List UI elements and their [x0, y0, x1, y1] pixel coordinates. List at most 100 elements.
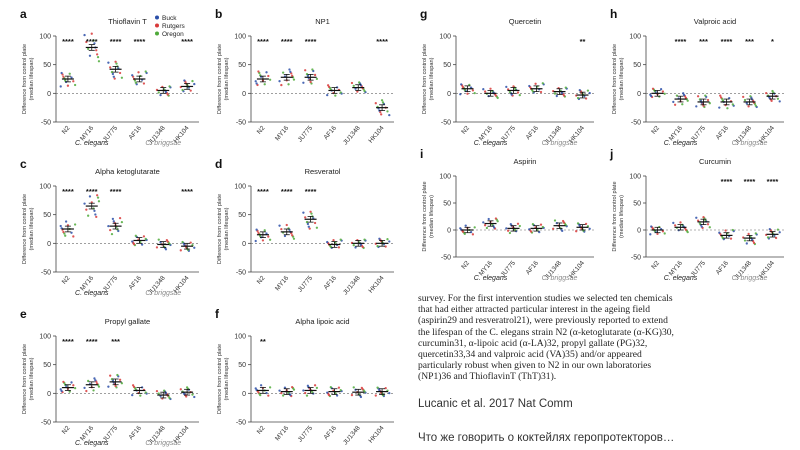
group-label-elegans: C. elegans — [664, 140, 698, 147]
replicate-point — [114, 60, 117, 63]
replicate-point — [193, 395, 196, 399]
replicate-point — [309, 80, 312, 84]
y-axis-label: Difference from control plate — [422, 44, 428, 114]
replicate-point — [374, 394, 377, 397]
y-axis-label: Difference from control plate — [612, 44, 618, 114]
replicate-point — [267, 74, 270, 78]
panel-b: b NP1 Difference from control plate (median… — [215, 6, 400, 146]
replicate-point — [663, 232, 666, 235]
replicate-point — [649, 233, 652, 236]
replicate-point — [561, 229, 564, 233]
replicate-point — [315, 77, 319, 80]
replicate-point — [140, 243, 144, 246]
replicate-point — [310, 212, 313, 215]
replicate-point — [83, 386, 86, 390]
panel-f-chart: f Alpha lipoic acid Difference from contro… — [215, 307, 394, 446]
replicate-point — [718, 106, 721, 109]
replicate-point — [88, 54, 92, 57]
replicate-point — [307, 225, 310, 228]
replicate-point — [112, 75, 115, 78]
y-tick-label: 50 — [43, 212, 51, 219]
replicate-point — [682, 92, 685, 95]
replicate-point — [588, 91, 591, 95]
replicate-point — [376, 386, 379, 389]
replicate-point — [356, 90, 359, 93]
replicate-point — [66, 84, 70, 87]
legend-marker — [155, 31, 159, 36]
replicate-point — [110, 70, 114, 74]
y-tick-label: -50 — [441, 120, 451, 127]
y-axis-label: (median lifespan) — [224, 57, 230, 100]
replicate-point — [708, 226, 711, 229]
panel-title: Resveratol — [305, 167, 341, 176]
significance-label: **** — [110, 187, 122, 196]
panel-title: Alpha ketoglutarate — [95, 167, 160, 176]
replicate-point — [538, 230, 541, 234]
replicate-point — [109, 228, 112, 232]
y-tick-label: -50 — [441, 255, 451, 262]
replicate-point — [745, 242, 748, 245]
y-tick-label: 50 — [633, 201, 641, 208]
replicate-point — [163, 389, 166, 392]
replicate-point — [729, 237, 733, 240]
y-tick-label: 0 — [47, 91, 51, 98]
y-tick-label: 0 — [242, 391, 246, 398]
replicate-point — [326, 240, 329, 244]
x-tick-label: MY16 — [274, 424, 291, 442]
x-tick-label: N2 — [256, 424, 267, 435]
replicate-point — [73, 83, 77, 87]
replicate-point — [698, 98, 702, 101]
replicate-point — [189, 241, 192, 244]
group-label-elegans: C. elegans — [75, 140, 109, 147]
y-tick-label: 100 — [234, 34, 246, 41]
replicate-point — [326, 391, 329, 394]
group-label-elegans: C. elegans — [474, 275, 508, 282]
replicate-point — [116, 373, 119, 377]
paper-line: curcumin31, α-lipoic acid (α-LA)32, prop… — [418, 337, 648, 349]
replicate-point — [698, 222, 702, 225]
replicate-point — [285, 223, 288, 227]
replicate-point — [255, 228, 258, 231]
replicate-point — [695, 105, 698, 108]
replicate-point — [482, 88, 485, 91]
replicate-point — [157, 392, 160, 395]
replicate-point — [650, 225, 653, 228]
x-tick-label: AF16 — [525, 124, 541, 141]
replicate-point — [118, 216, 122, 220]
replicate-point — [588, 227, 591, 230]
replicate-point — [107, 385, 110, 388]
replicate-point — [263, 83, 266, 86]
replicate-point — [743, 239, 747, 242]
x-tick-label: AF16 — [525, 259, 541, 276]
replicate-point — [83, 202, 86, 205]
replicate-point — [327, 85, 331, 89]
replicate-point — [778, 100, 781, 103]
significance-label: **** — [257, 37, 269, 46]
replicate-point — [506, 229, 510, 232]
replicate-point — [280, 227, 283, 231]
replicate-point — [265, 391, 268, 395]
replicate-point — [378, 388, 381, 392]
replicate-point — [539, 90, 543, 94]
replicate-point — [743, 98, 747, 102]
replicate-point — [134, 81, 137, 84]
replicate-point — [529, 230, 533, 233]
replicate-point — [70, 381, 73, 384]
replicate-point — [97, 200, 101, 203]
replicate-point — [142, 82, 146, 85]
replicate-point — [255, 82, 258, 85]
replicate-point — [702, 215, 705, 219]
replicate-point — [308, 227, 311, 230]
replicate-point — [749, 95, 752, 98]
replicate-point — [510, 93, 513, 96]
replicate-point — [287, 83, 290, 86]
replicate-point — [59, 224, 62, 228]
replicate-point — [183, 243, 186, 246]
x-tick-label: N2 — [650, 259, 661, 270]
y-tick-label: 100 — [234, 334, 246, 341]
y-tick-label: 50 — [633, 62, 641, 69]
panel-g-chart: g Quercetin Difference from control plate(… — [420, 7, 594, 147]
panel-letter: i — [420, 147, 423, 161]
significance-label: **** — [62, 37, 74, 46]
